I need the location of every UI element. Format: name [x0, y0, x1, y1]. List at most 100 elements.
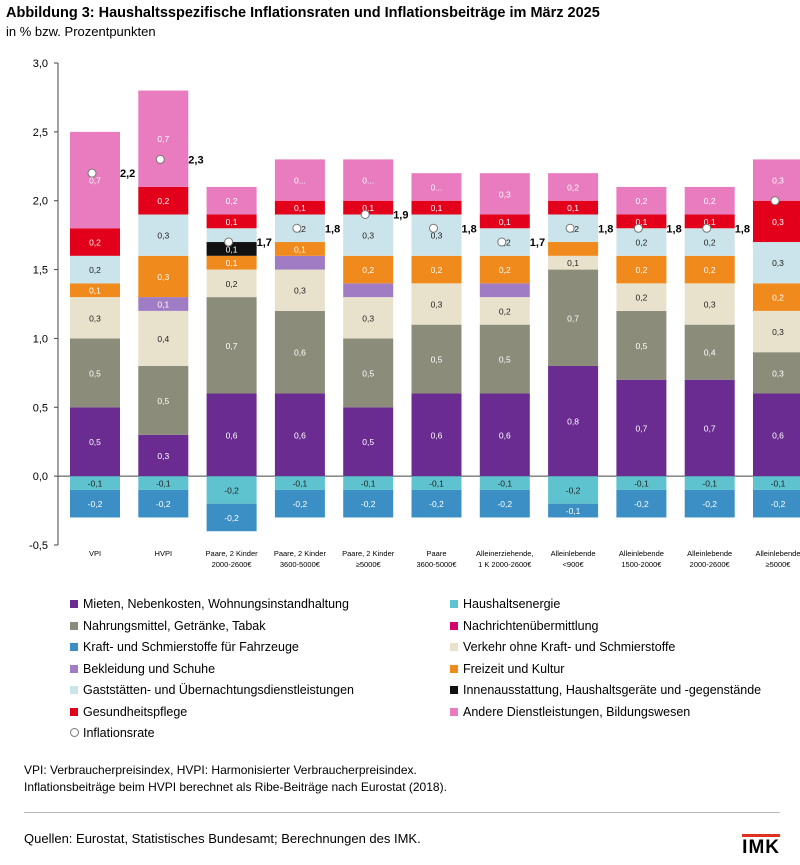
bar-segment-label: -0,1	[88, 479, 103, 489]
bar-segment-gaststaetten	[616, 228, 667, 256]
bar-segment-andere	[753, 159, 800, 201]
legend-item-nachrichten: Nachrichtenübermittlung	[450, 617, 599, 635]
bar-segment-label: 0,3	[431, 300, 443, 310]
bar-segment-haushaltsenergie	[616, 476, 667, 490]
bar-segment-gaststaetten	[684, 228, 735, 256]
x-tick-label: 3600-5000€	[280, 560, 321, 569]
bar-segment-label: 0,3	[772, 258, 784, 268]
bar-segment-mieten	[138, 434, 189, 477]
bar-segment-verkehr	[343, 297, 394, 339]
bar-segment-verkehr	[206, 269, 257, 298]
bar-segment-label: 0,3	[157, 231, 169, 241]
legend-label: Gesundheitspflege	[83, 704, 188, 719]
x-tick-label: Paare, 2 Kinder	[206, 549, 259, 558]
bar-segment-label: 0,6	[431, 430, 443, 440]
bar-segment-label: 0,1	[226, 258, 238, 268]
bar-segment-label: 0,2	[635, 196, 647, 206]
inflationsrate-label: 1,8	[666, 223, 681, 235]
x-tick-label: HVPI	[155, 549, 173, 558]
bar-segment-nahrung	[548, 269, 599, 366]
legend-item-gesundheit: Gesundheitspflege	[70, 703, 187, 721]
bar-segment-label: 0...	[294, 176, 306, 186]
bar-segment-label: 0,1	[567, 203, 579, 213]
legend-swatch-nachrichten	[450, 621, 458, 630]
bar-segment-label: 0,2	[567, 182, 579, 192]
x-tick-label: VPI	[89, 549, 101, 558]
bar-segment-label: 0,2	[362, 265, 374, 275]
bar-segment-gesundheit	[343, 200, 394, 215]
y-tick-label: 2,0	[33, 196, 48, 208]
bar-segment-kraftstoffe	[138, 489, 189, 518]
bar-segment-label: 0,5	[89, 368, 101, 378]
inflationsrate-label: 1,8	[598, 223, 613, 235]
bar-segment-label: 0,3	[294, 286, 306, 296]
bar-segment-bekleidung	[274, 255, 325, 270]
bar-segment-label: 0,4	[157, 334, 169, 344]
inflationsrate-label: 1,7	[530, 237, 545, 249]
bar-segment-mieten	[206, 393, 257, 477]
bar-segment-kraftstoffe	[411, 489, 462, 518]
bar-segment-verkehr	[70, 297, 120, 339]
bar-segment-gaststaetten	[206, 228, 257, 243]
bar-segment-gaststaetten	[411, 214, 462, 256]
legend-swatch-bekleidung	[70, 664, 78, 673]
legend-swatch-innenausstattung	[450, 686, 458, 694]
bar-segment-kraftstoffe	[684, 489, 735, 518]
bar-segment-nahrung	[274, 310, 325, 394]
bar-segment-label: 0,6	[294, 430, 306, 440]
bar-segment-gaststaetten	[70, 255, 120, 284]
legend-item-nahrung: Nahrungsmittel, Getränke, Tabak	[70, 617, 266, 635]
bar-segment-label: 0,2	[704, 265, 716, 275]
bar-segment-nahrung	[70, 338, 120, 408]
bar-segment-label: 0...	[362, 176, 374, 186]
bar-segment-kraftstoffe	[548, 503, 599, 518]
bar-segment-label: 0,2	[635, 238, 647, 248]
bar-segment-label: 0,2	[157, 196, 169, 206]
y-tick-label: 1,5	[33, 265, 48, 277]
inflationsrate-label: 1,8	[735, 223, 750, 235]
legend-item-inflationsrate: Inflationsrate	[70, 724, 155, 742]
bar-segment-label: 0,3	[431, 231, 443, 241]
bar-segment-andere	[548, 173, 599, 201]
bar-segment-label: 0,3	[362, 231, 374, 241]
x-tick-label: Paare, 2 Kinder	[342, 549, 395, 558]
bar-segment-label: 0,5	[89, 437, 101, 447]
bar-segment-label: 0,3	[89, 313, 101, 323]
bar-segment-andere	[616, 186, 667, 215]
legend-item-freizeit: Freizeit und Kultur	[450, 660, 564, 678]
footnote-method: Inflationsbeiträge beim HVPI berechnet a…	[24, 780, 447, 794]
inflationsrate-label: 2,2	[120, 168, 135, 180]
bar-segment-andere	[70, 131, 120, 229]
x-tick-label: 1 K 2000-2600€	[478, 560, 532, 569]
bar-segment-label: -0,2	[702, 499, 717, 509]
inflationsrate-label: 2,3	[188, 154, 203, 166]
bar-segment-haushaltsenergie	[411, 476, 462, 490]
bar-segment-label: 0,2	[772, 293, 784, 303]
bar-segment-label: 0,4	[704, 348, 716, 358]
bar-segment-haushaltsenergie	[343, 476, 394, 490]
bar-segment-verkehr	[753, 310, 800, 353]
x-tick-label: Alleinlebende	[755, 549, 800, 558]
bar-segment-bekleidung	[479, 283, 530, 298]
bar-segment-gaststaetten	[753, 242, 800, 284]
bar-segment-haushaltsenergie	[753, 476, 800, 490]
legend-item-verkehr: Verkehr ohne Kraft- und Schmierstoffe	[450, 638, 675, 656]
bar-segment-label: 0,5	[635, 341, 647, 351]
bar-segment-verkehr	[548, 255, 599, 270]
legend-item-innenausstattung: Innenausstattung, Haushaltsgeräte und -g…	[450, 681, 761, 699]
bar-segment-label: 0,1	[294, 244, 306, 254]
bar-segment-label: 0,1	[635, 217, 647, 227]
bar-segment-verkehr	[411, 283, 462, 325]
bar-segment-label: -0,2	[634, 499, 649, 509]
bar-segment-kraftstoffe	[343, 489, 394, 518]
bar-segment-kraftstoffe	[206, 503, 257, 532]
legend-swatch-gesundheit	[70, 707, 78, 716]
inflationsrate-marker	[360, 209, 370, 219]
bar-segment-label: 0,3	[772, 368, 784, 378]
bar-segment-gesundheit	[753, 200, 800, 243]
legend-swatch-mieten	[70, 600, 78, 608]
bar-segment-gesundheit	[684, 214, 735, 229]
bar-segment-freizeit	[206, 255, 257, 270]
bar-segment-label: 0,7	[567, 313, 579, 323]
inflationsrate-marker	[224, 237, 234, 247]
